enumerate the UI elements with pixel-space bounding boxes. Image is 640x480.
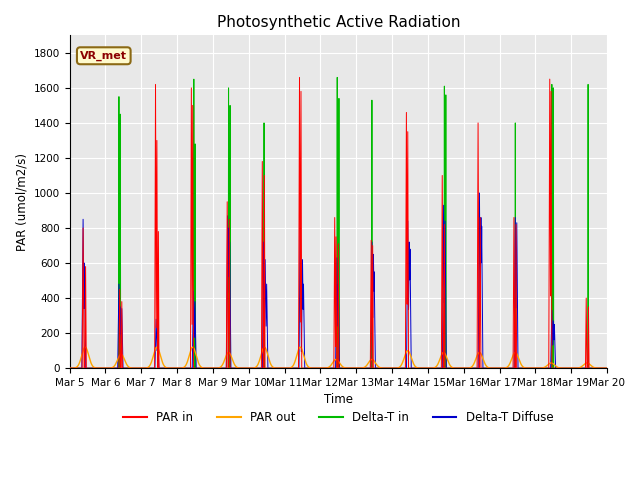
X-axis label: Time: Time (324, 394, 353, 407)
Y-axis label: PAR (umol/m2/s): PAR (umol/m2/s) (15, 153, 28, 251)
Text: VR_met: VR_met (80, 50, 127, 61)
Title: Photosynthetic Active Radiation: Photosynthetic Active Radiation (216, 15, 460, 30)
Legend: PAR in, PAR out, Delta-T in, Delta-T Diffuse: PAR in, PAR out, Delta-T in, Delta-T Dif… (118, 407, 558, 429)
